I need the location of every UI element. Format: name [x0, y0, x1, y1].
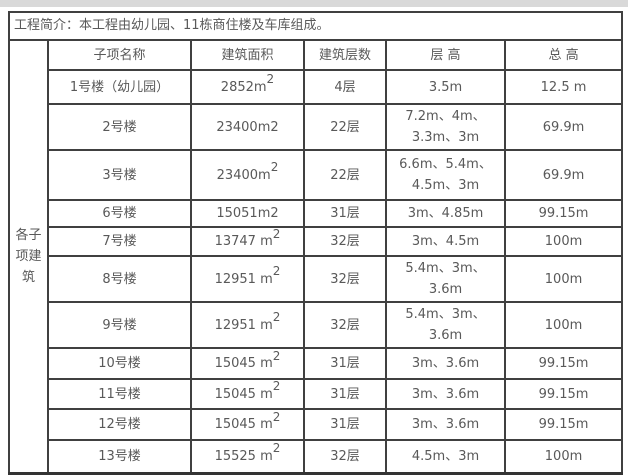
table-row: 6号楼 15051m2 31层 3m、4.85m 99.15m: [9, 199, 624, 228]
floors-cell: 22层: [303, 149, 387, 201]
total-height-cell: 99.15m: [503, 199, 624, 228]
floors-cell: 32层: [303, 439, 387, 474]
area-value: 13747 m: [214, 234, 273, 249]
column-header-total-height: 总 高: [503, 39, 624, 71]
area-cell: 12951 m2: [190, 301, 305, 349]
table-row: 13号楼 15525 m2 32层 4.5m、3m 100m: [9, 439, 624, 474]
total-height-cell: 69.9m: [503, 103, 624, 151]
total-height-cell: 100m: [503, 439, 624, 474]
area-cell: 15045 m2: [190, 378, 305, 410]
area-value: 15525 m: [214, 448, 273, 464]
floor-height-cell: 5.4m、3m、3.6m: [385, 255, 506, 303]
area-superscript: 2: [270, 160, 279, 175]
project-summary-table: 工程简介：本工程由幼儿园、11栋商住楼及车库组成。 各子项建筑 子项名称 建筑面…: [7, 11, 624, 475]
area-superscript: 2: [272, 227, 281, 241]
building-name-cell: 2号楼: [47, 103, 192, 151]
area-cell: 12951 m2: [190, 255, 305, 303]
area-cell: 2852m2: [190, 69, 305, 105]
floors-cell: 4层: [303, 69, 387, 105]
area-value: 23400m2: [216, 119, 279, 135]
table-row: 11号楼 15045 m2 31层 3m、3.6m 99.15m: [9, 378, 624, 410]
column-header-floor-height: 层 高: [385, 39, 506, 71]
table-row: 10号楼 15045 m2 31层 3m、3.6m 99.15m: [9, 347, 624, 380]
area-value: 15045 m: [214, 417, 273, 432]
floor-height-cell: 3m、4.5m: [385, 226, 506, 257]
area-value: 12951 m: [214, 271, 273, 287]
area-cell: 13747 m2: [190, 226, 305, 257]
table-row: 9号楼 12951 m2 32层 5.4m、3m、3.6m 100m: [9, 301, 624, 349]
building-name-cell: 1号楼（幼儿园）: [47, 69, 192, 105]
area-superscript: 2: [272, 441, 281, 456]
building-name-cell: 6号楼: [47, 199, 192, 228]
area-superscript: 2: [266, 72, 275, 87]
floors-cell: 22层: [303, 103, 387, 151]
floors-cell: 31层: [303, 408, 387, 441]
floor-height-cell: 4.5m、3m: [385, 439, 506, 474]
floor-height-cell: 7.2m、4m、3.3m、3m: [385, 103, 506, 151]
building-name-cell: 7号楼: [47, 226, 192, 257]
area-cell: 23400m2: [190, 149, 305, 201]
building-name-cell: 3号楼: [47, 149, 192, 201]
floor-height-cell: 3m、3.6m: [385, 408, 506, 441]
area-superscript: 2: [272, 409, 281, 424]
area-superscript: 2: [272, 310, 281, 325]
floor-height-cell: 3m、4.85m: [385, 199, 506, 228]
area-cell: 23400m2: [190, 103, 305, 151]
total-height-cell: 100m: [503, 301, 624, 349]
area-value: 12951 m: [214, 317, 273, 333]
building-name-cell: 13号楼: [47, 439, 192, 474]
group-label: 各子项建筑: [8, 39, 49, 474]
floor-height-cell: 6.6m、5.4m、4.5m、3m: [385, 149, 506, 201]
building-name-cell: 9号楼: [47, 301, 192, 349]
column-header-area: 建筑面积: [190, 39, 305, 71]
total-height-cell: 99.15m: [503, 378, 624, 410]
table-row: 3号楼 23400m2 22层 6.6m、5.4m、4.5m、3m 69.9m: [9, 149, 624, 201]
table-row: 1号楼（幼儿园） 2852m2 4层 3.5m 12.5 m: [9, 69, 624, 105]
column-header-name: 子项名称: [47, 39, 192, 71]
area-value: 2852m: [220, 79, 267, 95]
floor-height-cell: 3.5m: [385, 69, 506, 105]
area-cell: 15525 m2: [190, 439, 305, 474]
building-name-cell: 10号楼: [47, 347, 192, 380]
area-superscript: 2: [272, 264, 281, 279]
area-value: 23400m: [216, 167, 271, 183]
total-height-cell: 12.5 m: [503, 69, 624, 105]
floors-cell: 32层: [303, 301, 387, 349]
floors-cell: 32层: [303, 255, 387, 303]
floors-cell: 32层: [303, 226, 387, 257]
total-height-cell: 100m: [503, 255, 624, 303]
intro-row: 工程简介：本工程由幼儿园、11栋商住楼及车库组成。: [7, 11, 624, 41]
floor-height-cell: 3m、3.6m: [385, 378, 506, 410]
table-row: 8号楼 12951 m2 32层 5.4m、3m、3.6m 100m: [9, 255, 624, 303]
floors-cell: 31层: [303, 347, 387, 380]
total-height-cell: 69.9m: [503, 149, 624, 201]
floors-cell: 31层: [303, 199, 387, 228]
project-intro-text: 工程简介：本工程由幼儿园、11栋商住楼及车库组成。: [7, 11, 624, 41]
area-cell: 15045 m2: [190, 408, 305, 441]
column-header-floors: 建筑层数: [303, 39, 387, 71]
table-row: 12号楼 15045 m2 31层 3m、3.6m 99.15m: [9, 408, 624, 441]
total-height-cell: 99.15m: [503, 347, 624, 380]
building-name-cell: 8号楼: [47, 255, 192, 303]
area-value: 15051m2: [216, 206, 279, 221]
total-height-cell: 100m: [503, 226, 624, 257]
table-row: 2号楼 23400m2 22层 7.2m、4m、3.3m、3m 69.9m: [9, 103, 624, 151]
area-cell: 15051m2: [190, 199, 305, 228]
area-value: 15045 m: [214, 386, 273, 402]
area-superscript: 2: [272, 379, 281, 394]
header-row: 各子项建筑 子项名称 建筑面积 建筑层数 层 高 总 高: [8, 39, 624, 474]
building-name-cell: 11号楼: [47, 378, 192, 410]
floor-height-cell: 3m、3.6m: [385, 347, 506, 380]
top-strip: [0, 0, 628, 7]
building-name-cell: 12号楼: [47, 408, 192, 441]
floor-height-cell: 5.4m、3m、3.6m: [385, 301, 506, 349]
area-superscript: 2: [272, 348, 281, 363]
table-row: 7号楼 13747 m2 32层 3m、4.5m 100m: [9, 226, 624, 257]
floors-cell: 31层: [303, 378, 387, 410]
total-height-cell: 99.15m: [503, 408, 624, 441]
area-cell: 15045 m2: [190, 347, 305, 380]
area-value: 15045 m: [214, 356, 273, 371]
